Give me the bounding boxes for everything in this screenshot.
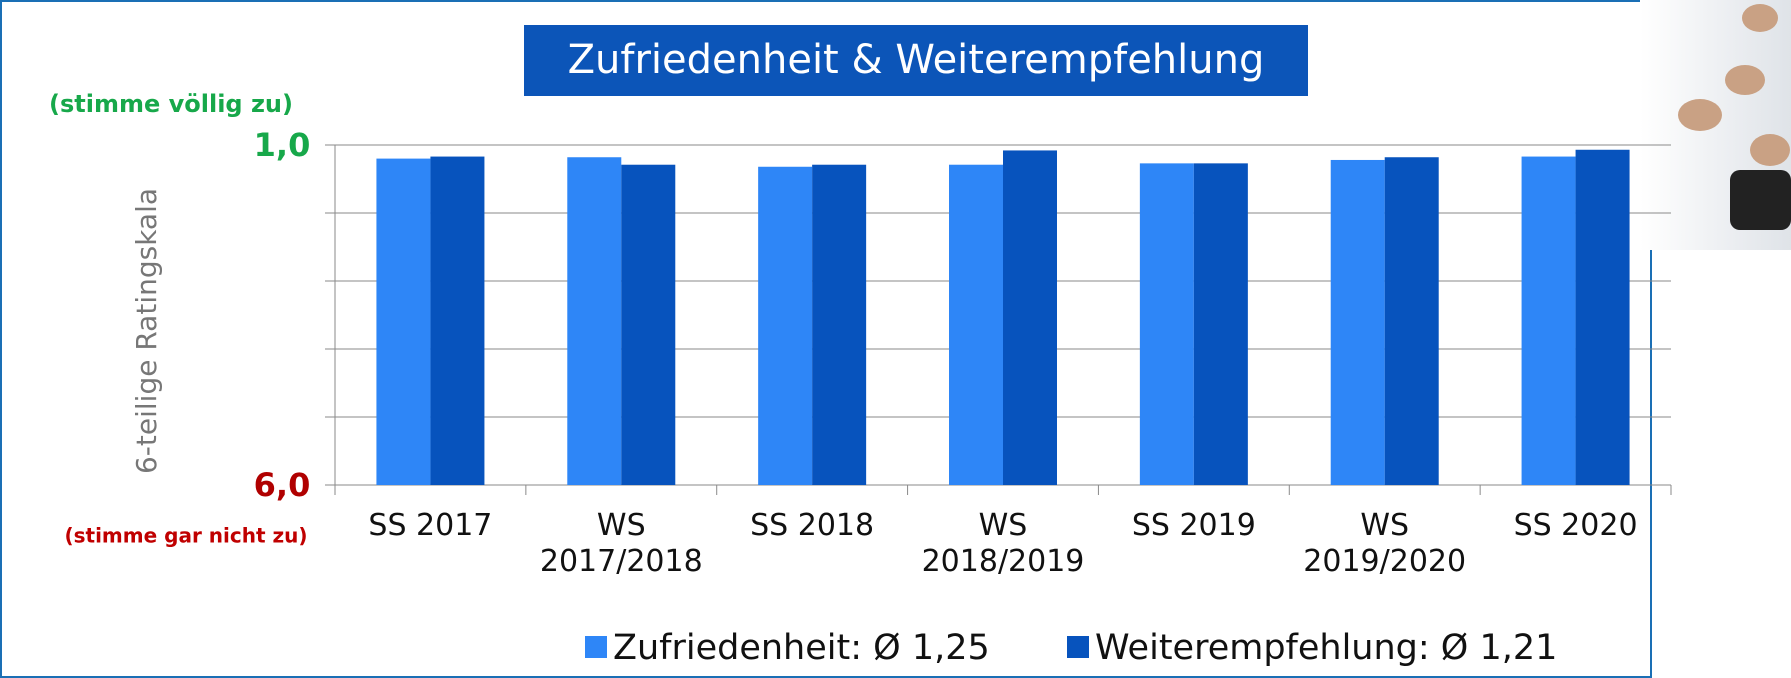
page: Zufriedenheit & Weiterempfehlung (stimme… — [0, 0, 1791, 678]
bar — [430, 157, 484, 485]
legend-label: Zufriedenheit: Ø 1,25 — [613, 628, 990, 668]
x-tick-label: WS 2018/2019 — [918, 508, 1088, 580]
bar — [376, 159, 430, 485]
sleeves-decoration — [1730, 170, 1791, 230]
x-tick-label: SS 2018 — [727, 508, 897, 544]
bar — [621, 165, 675, 485]
bar — [758, 167, 812, 485]
x-tick-label: WS 2017/2018 — [536, 508, 706, 580]
chart: Zufriedenheit & Weiterempfehlung (stimme… — [0, 0, 1791, 678]
x-tick-label: WS 2019/2020 — [1300, 508, 1470, 580]
annotation: (stimme gar nicht zu) — [64, 524, 307, 548]
bar — [1331, 160, 1385, 485]
y-axis-label: 6-teilige Ratingskala — [130, 188, 163, 474]
bar — [567, 157, 621, 485]
bar — [1003, 150, 1057, 485]
legend-swatch — [585, 636, 607, 658]
x-tick-label: SS 2020 — [1491, 508, 1661, 544]
bar — [1522, 157, 1576, 485]
x-tick-label: SS 2017 — [345, 508, 515, 544]
x-tick-label: SS 2019 — [1109, 508, 1279, 544]
legend-swatch — [1067, 636, 1089, 658]
bar — [949, 165, 1003, 485]
annotation: (stimme völlig zu) — [49, 90, 293, 118]
chart-title: Zufriedenheit & Weiterempfehlung — [568, 37, 1265, 83]
bar — [1140, 163, 1194, 485]
bar — [1385, 157, 1439, 485]
bar — [1194, 163, 1248, 485]
y-tick-label: 1,0 — [254, 126, 311, 164]
bar — [812, 165, 866, 485]
y-tick-label: 6,0 — [254, 466, 311, 504]
legend-label: Weiterempfehlung: Ø 1,21 — [1095, 628, 1557, 668]
bar — [1576, 150, 1630, 485]
